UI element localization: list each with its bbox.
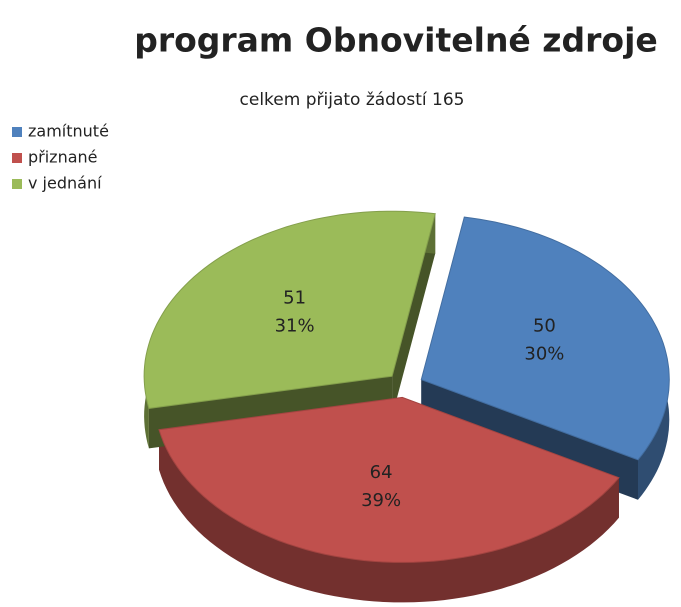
chart-subtitle: celkem přijato žádostí 165 <box>240 90 465 110</box>
slice <box>143 210 436 409</box>
percent-label: 30% <box>524 344 564 365</box>
legend-swatch <box>12 179 22 189</box>
chart-title: program Obnovitelné zdroje <box>134 21 658 60</box>
legend-label: přiznané <box>28 148 98 167</box>
legend-swatch <box>12 127 22 137</box>
legend-swatch <box>12 153 22 163</box>
legend-label: zamítnuté <box>28 122 109 141</box>
slice <box>420 216 670 461</box>
data-label: 51 <box>283 288 306 309</box>
percent-label: 39% <box>361 490 401 511</box>
slice-side <box>392 213 436 417</box>
data-label: 50 <box>533 316 556 337</box>
percent-label: 31% <box>275 316 315 337</box>
slice <box>158 396 620 563</box>
data-label: 64 <box>370 462 393 483</box>
slice-wall <box>159 429 619 603</box>
legend-label: v jednání <box>28 174 102 193</box>
